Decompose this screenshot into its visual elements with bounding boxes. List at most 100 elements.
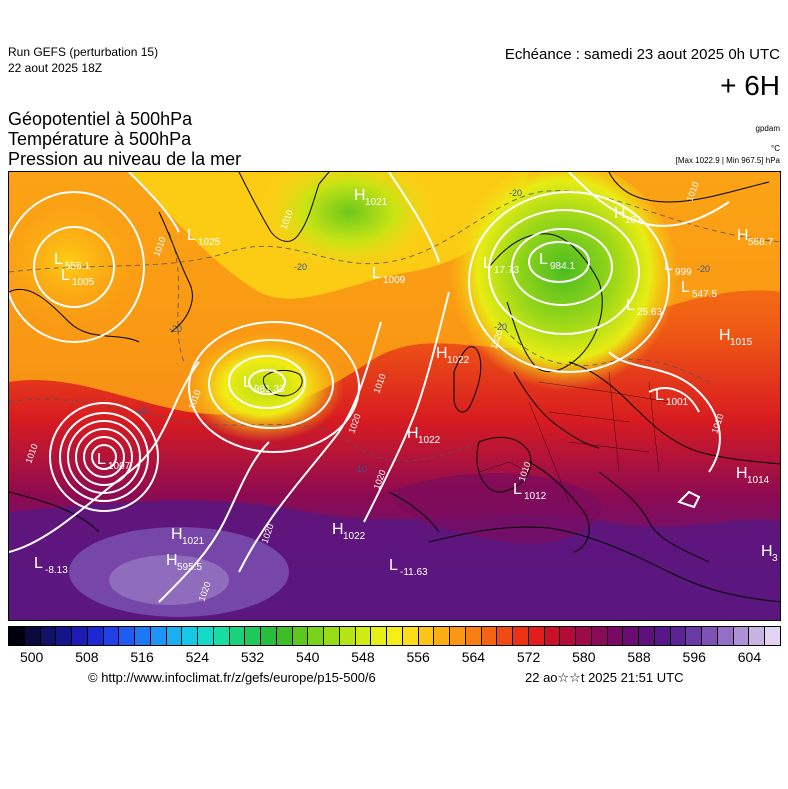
colorbar-tick-label: 604: [737, 649, 762, 665]
isotherm-labels: -20 -20 -20 -20 -10 -20 -10: [135, 188, 710, 474]
high-pressure-center: H 568.7: [737, 227, 773, 248]
colorbar-tick-label: 548: [351, 649, 375, 665]
svg-text:L: L: [61, 267, 70, 284]
colorbar-cell: [198, 627, 214, 645]
valid-time: Echéance : samedi 23 aout 2025 0h UTC: [504, 46, 780, 63]
colorbar-cell: [324, 627, 340, 645]
isotherm-label: -20: [697, 264, 710, 274]
low-pressure-center: L 981.33: [243, 374, 285, 395]
colorbar-cell: [9, 627, 25, 645]
coastlines: [9, 172, 780, 603]
svg-text:25.63: 25.63: [637, 307, 662, 318]
svg-text:-11.63: -11.63: [400, 567, 428, 578]
high-pressure-center: H 1021: [354, 187, 388, 208]
colorbar-cell: [481, 627, 498, 645]
run-date: 22 aout 2025 18Z: [8, 61, 103, 75]
colorbar-tick-label: 580: [572, 649, 596, 665]
low-pressure-center: L 984.1: [539, 251, 575, 272]
svg-text:547.5: 547.5: [692, 289, 717, 300]
high-pressure-center: H 1021: [171, 526, 205, 547]
colorbar-cell: [765, 627, 780, 645]
low-pressure-center: L 556.1: [54, 251, 90, 272]
colorbar-cell: [308, 627, 324, 645]
colorbar-cell: [371, 627, 387, 645]
colorbar-cell: [87, 627, 104, 645]
colorbar-tick-label: 556: [406, 649, 430, 665]
colorbar-cell: [465, 627, 482, 645]
colorbar-cell: [339, 627, 356, 645]
colorbar-cell: [702, 627, 718, 645]
borders: [478, 371, 670, 503]
colorbar-tick-label: 572: [516, 649, 541, 665]
svg-text:17.73: 17.73: [494, 265, 519, 276]
colorbar-cell: [560, 627, 576, 645]
colorbar-tick-labels: 500 508 516 524 532 540 548 556 564 572 580 588 596 6…: [8, 649, 781, 667]
high-pressure-center: H 101: [614, 205, 642, 226]
colorbar-cell: [261, 627, 277, 645]
svg-text:1025: 1025: [198, 237, 221, 248]
colorbar-cell: [24, 627, 41, 645]
low-pressure-center: L 1012: [513, 481, 547, 502]
colorbar-cell: [402, 627, 419, 645]
svg-text:L: L: [54, 251, 63, 268]
svg-text:1022: 1022: [447, 355, 470, 366]
high-pressure-center: H 1022: [407, 425, 441, 446]
low-pressure-center: L 25.63: [626, 297, 662, 318]
colorbar-cell: [418, 627, 435, 645]
colorbar-tick-label: 596: [682, 649, 706, 665]
colorbar-cell: [717, 627, 734, 645]
low-pressure-center: L 999: [664, 257, 692, 278]
param-pressure: Pression au niveau de la mer: [8, 149, 242, 169]
svg-text:L: L: [681, 279, 690, 296]
low-pressure-center: L 1009: [372, 265, 406, 286]
colorbar-cell: [670, 627, 687, 645]
isobars: [9, 172, 730, 603]
colorbar-cell: [623, 627, 639, 645]
colorbar-cell: [607, 627, 624, 645]
high-pressure-center: H 1022: [436, 345, 470, 366]
svg-text:101: 101: [625, 215, 642, 226]
svg-text:1009: 1009: [383, 275, 406, 286]
colorbar-tick-label: 500: [19, 649, 44, 665]
high-pressure-center: H 595.5: [166, 552, 202, 573]
isotherm-label: -20: [494, 322, 507, 332]
colorbar-cell: [72, 627, 88, 645]
colorbar-cell: [591, 627, 608, 645]
colorbar-cell: [150, 627, 167, 645]
param-geopotential: Géopotentiel à 500hPa: [8, 109, 193, 129]
colorbar-tick-label: 532: [240, 649, 265, 665]
svg-text:568.7: 568.7: [748, 237, 773, 248]
isotherm-label: -10: [354, 464, 367, 474]
low-pressure-center: L 547.5: [681, 279, 717, 300]
colorbar-cell: [292, 627, 309, 645]
svg-text:H: H: [436, 345, 448, 362]
colorbar-cell: [182, 627, 198, 645]
lead-time: + 6H: [720, 70, 780, 101]
svg-text:H: H: [332, 521, 344, 538]
isotherm-label: -20: [169, 324, 182, 334]
colorbar-cell: [103, 627, 120, 645]
isotherms: [9, 190, 780, 462]
svg-text:L: L: [483, 255, 492, 272]
colorbar-tick-label: 524: [185, 649, 209, 665]
colorbar-cell: [639, 627, 655, 645]
svg-text:1001: 1001: [666, 397, 689, 408]
colorbar-cell: [513, 627, 529, 645]
svg-text:L: L: [372, 265, 381, 282]
svg-text:-8.13: -8.13: [45, 565, 68, 576]
colorbar-cell: [434, 627, 450, 645]
isotherm-label: -20: [294, 262, 307, 272]
colorbar-tick-label: 588: [627, 649, 651, 665]
run-title: Run GEFS (perturbation 15): [8, 45, 159, 59]
colorbar-tick-label: 540: [296, 649, 320, 665]
colorbar-cell: [245, 627, 261, 645]
source-url[interactable]: © http://www.infoclimat.fr/z/gefs/europe…: [88, 670, 376, 685]
colorbar-tick-label: 564: [461, 649, 486, 665]
svg-text:L: L: [389, 557, 398, 574]
colorbar-cell: [497, 627, 513, 645]
colorbar-cell: [229, 627, 246, 645]
svg-text:L: L: [664, 257, 673, 274]
colorbar-cell: [528, 627, 545, 645]
svg-text:3: 3: [772, 553, 778, 564]
